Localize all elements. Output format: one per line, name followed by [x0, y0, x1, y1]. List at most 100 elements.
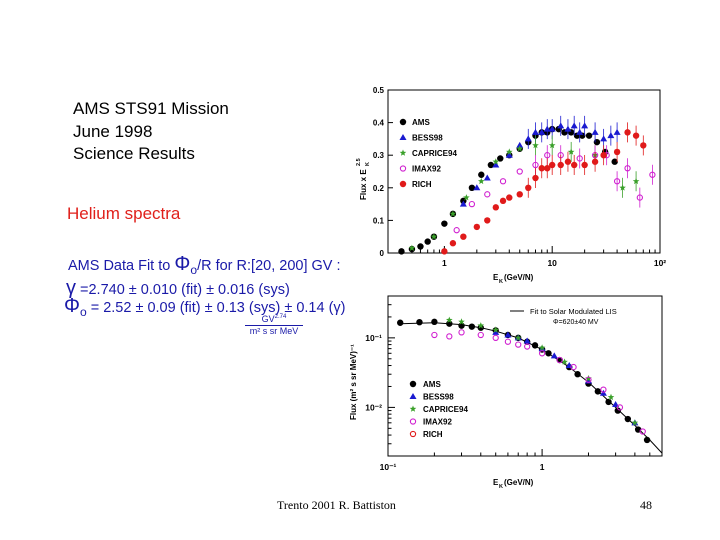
top-legend-marker-BESS98 [399, 134, 407, 140]
bottom-legend-marker-AMS [409, 380, 417, 388]
top-point-IMAX92 [516, 168, 523, 175]
top-point-BESS98 [591, 128, 599, 135]
top-series-IMAX92: IMAX92 [399, 145, 656, 234]
top-point-RICH [525, 184, 532, 191]
bottom-point-IMAX92 [585, 376, 592, 383]
top-series-CAPRICE94: CAPRICE94 [399, 135, 640, 251]
top-point-IMAX92 [624, 165, 631, 172]
top-point-BESS98 [543, 125, 551, 132]
top-point-AMS [468, 184, 476, 191]
top-point-CAPRICE94 [449, 210, 457, 217]
top-point-RICH [499, 197, 507, 205]
top-point-AMS [611, 158, 618, 165]
top-point-IMAX92 [453, 227, 460, 234]
units-num-exp: 2.74 [274, 314, 287, 320]
bottom-fit-legend-label: Fit to Solar Modulated LIS [530, 307, 617, 316]
top-point-CAPRICE94 [430, 233, 438, 240]
bottom-point-CAPRICE94 [607, 393, 615, 401]
top-series-BESS98: BESS98 [399, 115, 621, 207]
top-y-tick-label: 0.5 [373, 86, 385, 95]
top-legend-label-CAPRICE94: CAPRICE94 [412, 149, 457, 158]
top-y-axis-label-exp: 2.5 [356, 158, 362, 166]
top-legend-label-IMAX92: IMAX92 [412, 165, 441, 174]
top-point-BESS98 [600, 135, 608, 142]
phi-units: GV2.74 m² s sr MeV [245, 314, 303, 336]
bottom-legend-marker-BESS98 [409, 393, 417, 399]
bottom-point-CAPRICE94 [631, 419, 639, 426]
bottom-point-AMS [397, 319, 404, 326]
top-point-AMS [593, 138, 601, 146]
bottom-point-CAPRICE94 [585, 375, 592, 382]
bottom-point-IMAX92 [524, 343, 531, 350]
top-point-RICH [484, 217, 491, 224]
bottom-y-axis-label: Flux (m² s sr MeV)⁻¹ [349, 344, 358, 420]
bottom-legend-label-RICH: RICH [423, 430, 443, 439]
top-point-RICH [460, 233, 467, 240]
top-x-tick-label: 10² [654, 258, 666, 268]
bottom-legend-marker-CAPRICE94 [409, 405, 417, 412]
top-point-BESS98 [564, 125, 572, 132]
top-point-AMS [497, 155, 504, 162]
bottom-point-IMAX92 [538, 350, 546, 357]
top-point-RICH [564, 158, 572, 165]
title-line-2: June 1998 [73, 121, 153, 141]
bottom-point-BESS98 [523, 337, 531, 344]
top-point-BESS98 [473, 184, 481, 191]
bottom-legend-label-AMS: AMS [423, 380, 441, 389]
bottom-point-BESS98 [504, 331, 512, 338]
top-legend-label-AMS: AMS [412, 118, 430, 127]
top-point-CAPRICE94 [567, 148, 575, 155]
top-point-AMS [417, 243, 424, 250]
bottom-point-IMAX92 [616, 404, 624, 411]
phi-symbol: Φ [174, 253, 191, 275]
bottom-series-RICH: RICH [409, 430, 443, 439]
bottom-legend-label-CAPRICE94: CAPRICE94 [423, 405, 468, 414]
top-point-IMAX92 [544, 152, 551, 159]
bottom-point-AMS [605, 398, 612, 406]
top-point-RICH [613, 148, 621, 156]
top-point-AMS [478, 171, 485, 178]
top-x-axis-label-units: (GeV/N) [504, 273, 534, 282]
top-point-IMAX92 [613, 178, 621, 185]
top-y-tick-label: 0.3 [373, 151, 385, 160]
top-point-RICH [538, 165, 545, 172]
top-point-BESS98 [548, 125, 556, 132]
top-y-axis-label: Flux x E [359, 169, 368, 200]
bottom-point-IMAX92 [600, 386, 607, 393]
bottom-point-CAPRICE94 [538, 344, 546, 351]
bottom-point-BESS98 [550, 352, 558, 359]
top-legend-marker-AMS [399, 118, 407, 126]
top-point-CAPRICE94 [516, 145, 524, 152]
top-point-IMAX92 [532, 161, 539, 169]
bottom-x-tick-label: 1 [540, 462, 545, 472]
top-y-axis-label-sub: K [365, 162, 371, 166]
bottom-legend-marker-IMAX92 [409, 418, 417, 425]
phi-result: Φo = 2.52 ± 0.09 (fit) ± 0.13 (sys) ± 0.… [64, 295, 345, 319]
bottom-point-IMAX92 [477, 331, 484, 339]
top-point-CAPRICE94 [532, 141, 539, 149]
top-point-IMAX92 [468, 200, 476, 208]
top-point-CAPRICE94 [408, 244, 416, 251]
fit-range: :[20, 200] GV : [247, 258, 341, 274]
top-x-axis-label-sub: K [499, 279, 503, 285]
bottom-point-AMS [643, 436, 651, 444]
top-point-AMS [585, 132, 593, 139]
bottom-point-AMS [614, 407, 622, 414]
title-line-1: AMS STS91 Mission [73, 99, 229, 118]
top-series-RICH: RICH [399, 122, 647, 255]
top-point-BESS98 [459, 200, 467, 207]
top-point-RICH [570, 161, 578, 169]
phi-symbol-2: Φ [64, 295, 80, 317]
bottom-legend-marker-RICH [409, 430, 417, 438]
bottom-point-AMS [458, 322, 465, 329]
top-point-BESS98 [557, 122, 565, 129]
top-x-tick-label: 10 [547, 258, 557, 268]
top-point-BESS98 [570, 122, 578, 129]
phi-subscript: o [190, 262, 198, 277]
bottom-legend-label-BESS98: BESS98 [423, 393, 454, 402]
top-point-RICH [544, 165, 551, 172]
top-point-RICH [516, 191, 523, 198]
bottom-series-CAPRICE94: CAPRICE94 [409, 316, 639, 426]
bottom-x-axis-label-sub: K [499, 484, 503, 490]
